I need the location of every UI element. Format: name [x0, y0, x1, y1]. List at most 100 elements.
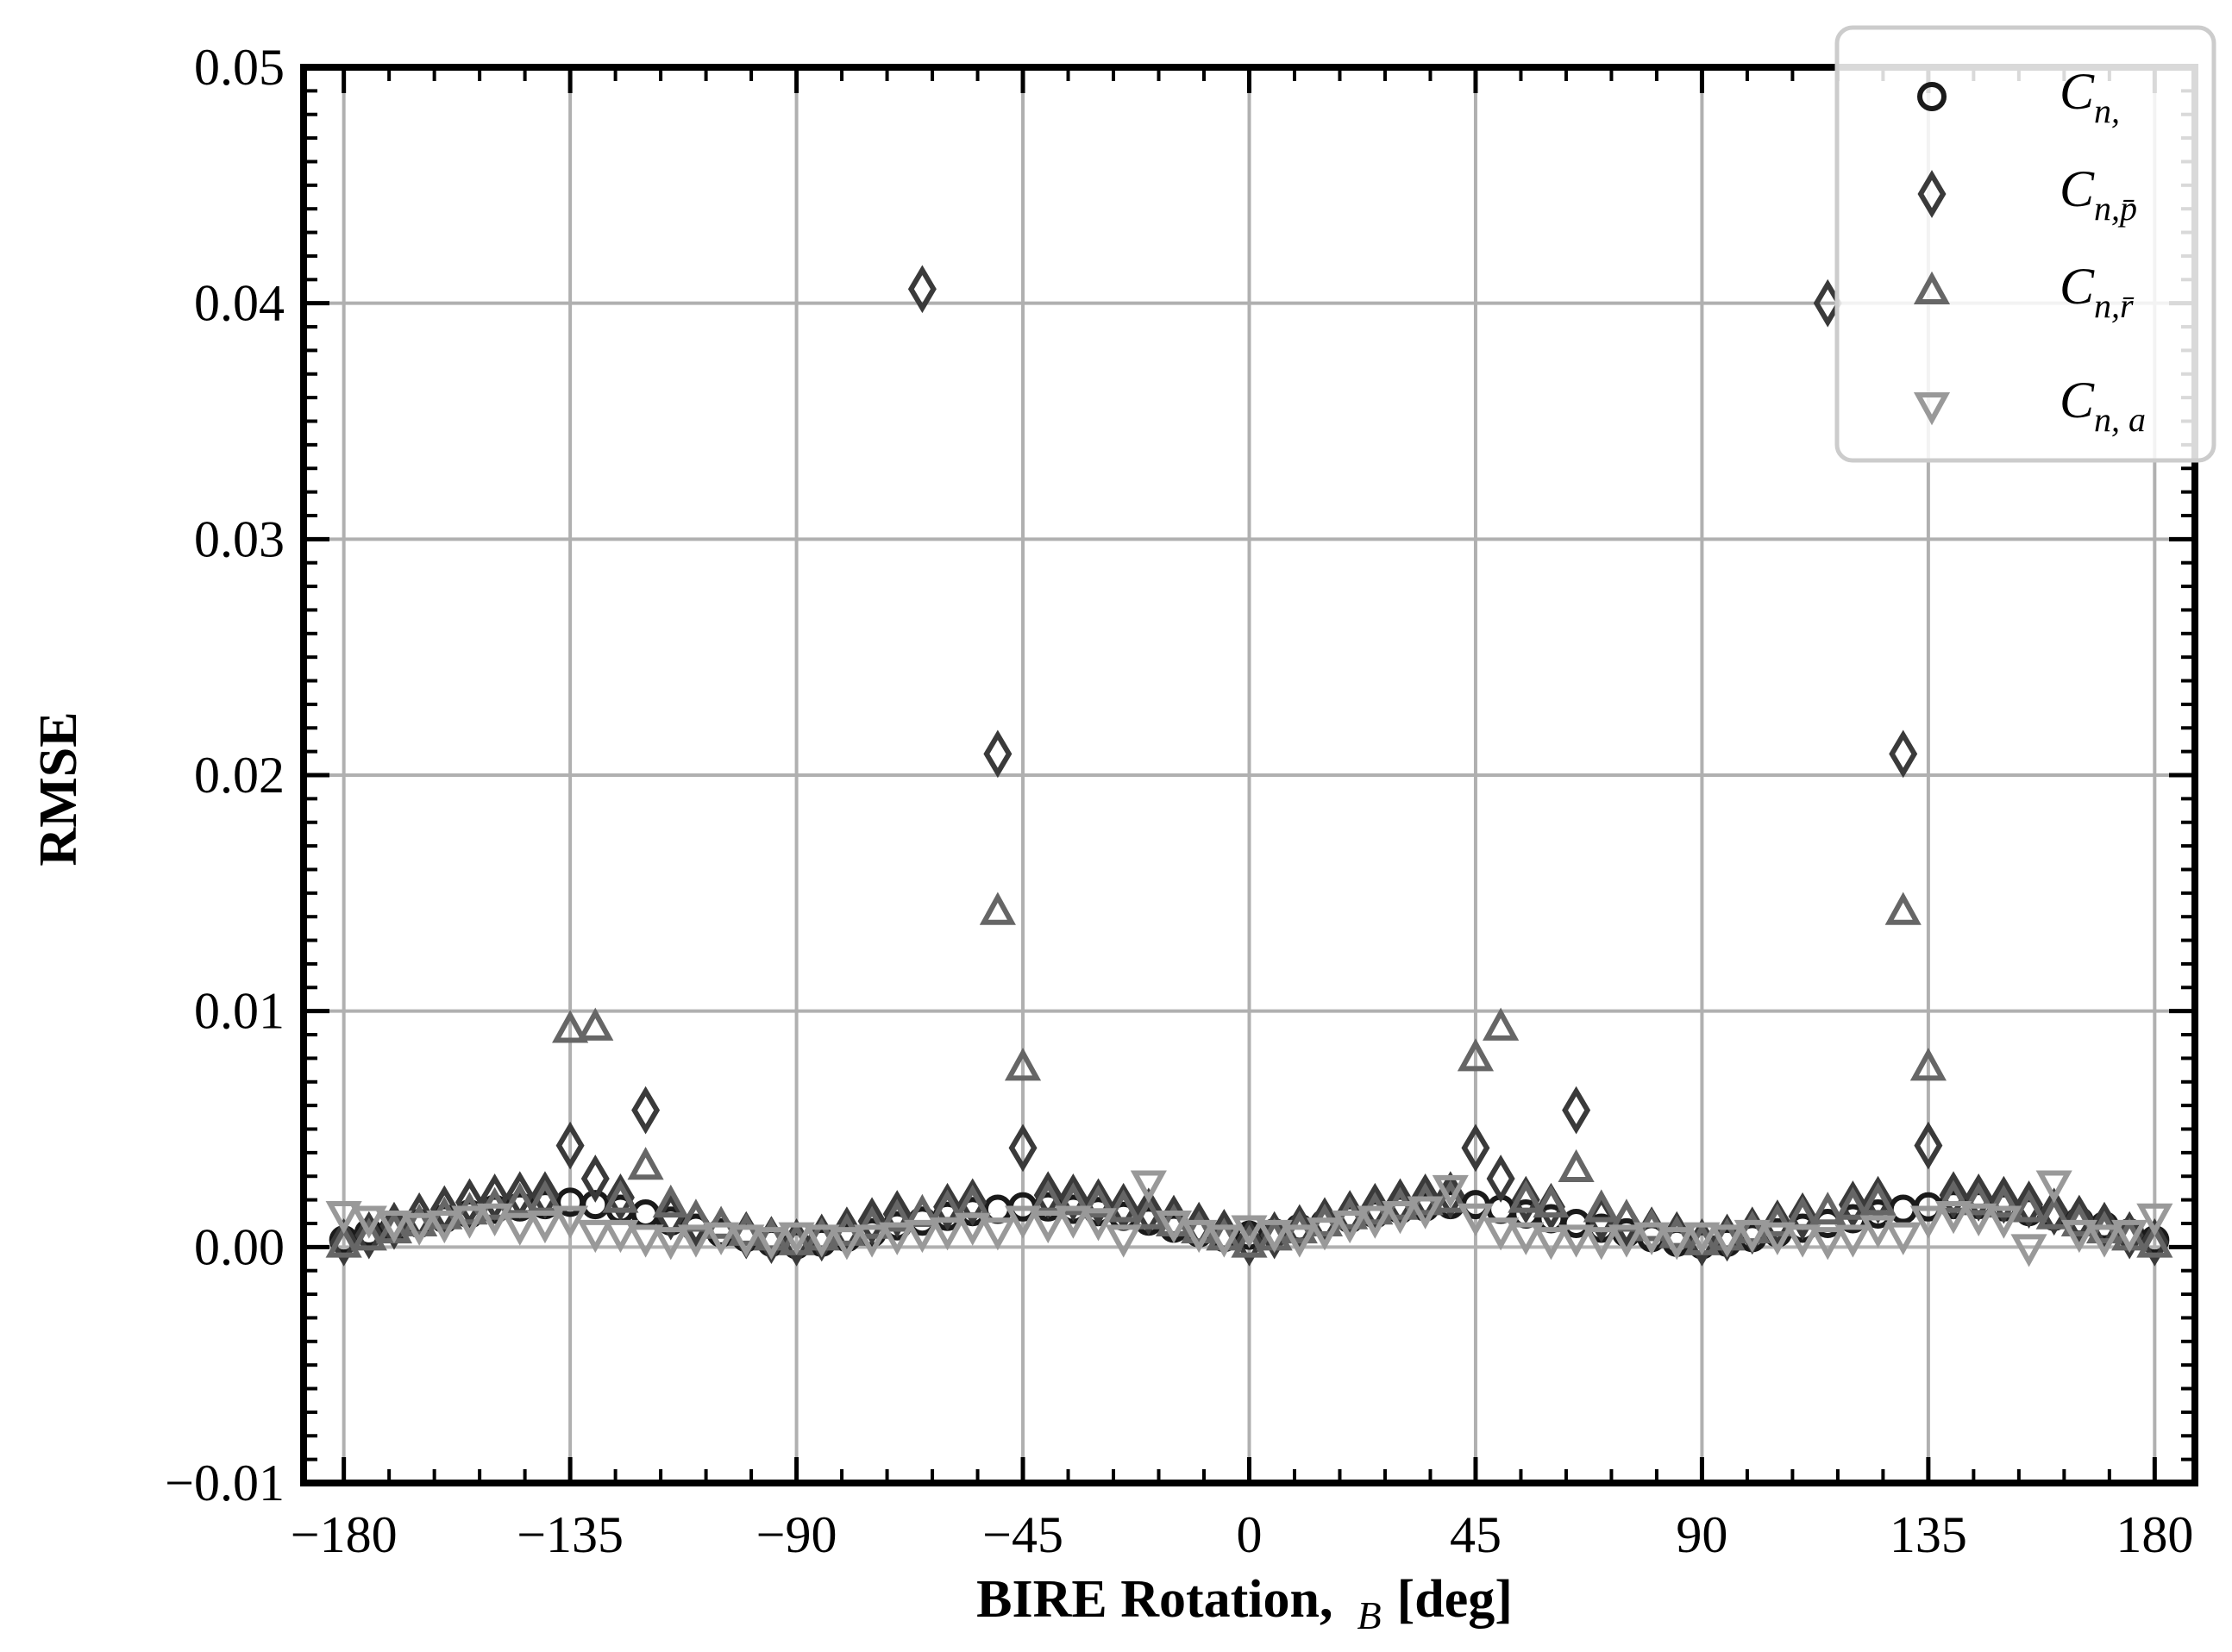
point-triangle-up-62	[1884, 892, 1922, 925]
y-tick-label: 0.02	[194, 747, 285, 804]
legend-marker-triangle-down	[1913, 392, 1951, 426]
point-triangle-down-11	[602, 1219, 639, 1254]
legend-label-triangle-down: Cn, a	[2060, 372, 2146, 439]
point-triangle-up-21	[853, 1205, 891, 1239]
point-triangle-down-12	[627, 1224, 664, 1258]
point-triangle-up-31	[1105, 1189, 1142, 1223]
point-diamond-43	[1411, 1173, 1440, 1222]
point-diamond-0	[329, 1217, 359, 1267]
point-triangle-down-20	[828, 1227, 865, 1261]
point-triangle-down-24	[929, 1217, 966, 1251]
point-triangle-up-12	[627, 1147, 664, 1180]
point-triangle-up-22	[879, 1198, 916, 1232]
point-triangle-up-59	[1809, 1192, 1846, 1225]
point-triangle-down-56	[1734, 1219, 1771, 1254]
point-triangle-up-57	[1759, 1203, 1796, 1236]
point-triangle-up-45	[1457, 1038, 1495, 1072]
point-triangle-down-64	[1934, 1201, 1972, 1235]
point-diamond-63	[1914, 1121, 1943, 1170]
point-triangle-up-17	[753, 1217, 790, 1251]
point-triangle-down-8	[526, 1210, 564, 1244]
point-triangle-up-56	[1734, 1210, 1771, 1244]
point-triangle-down-1	[350, 1205, 387, 1239]
point-triangle-up-68	[2035, 1196, 2072, 1230]
legend-label-triangle-up: Cn,r̄	[2060, 258, 2135, 325]
legend-label-circle: Cn,	[2060, 63, 2120, 130]
point-triangle-down-51	[1608, 1224, 1646, 1258]
point-triangle-down-16	[728, 1224, 765, 1258]
point-triangle-down-2	[375, 1210, 413, 1244]
point-triangle-down-37	[1256, 1219, 1293, 1254]
x-axis-title: BIRE Rotation, B [deg]	[976, 1570, 1513, 1637]
point-triangle-down-13	[652, 1227, 689, 1261]
point-triangle-down-65	[1960, 1203, 1997, 1236]
point-diamond-10	[580, 1155, 610, 1203]
x-tick-label: 90	[1676, 1506, 1727, 1563]
point-triangle-up-16	[728, 1212, 765, 1246]
point-triangle-up-9	[552, 1010, 589, 1043]
point-triangle-down-50	[1583, 1227, 1620, 1261]
point-triangle-down-70	[2085, 1224, 2123, 1258]
point-diamond-69	[2065, 1194, 2094, 1243]
point-triangle-down-29	[1055, 1205, 1092, 1239]
point-triangle-up-49	[1558, 1148, 1595, 1183]
point-triangle-up-25	[954, 1184, 991, 1218]
point-triangle-down-17	[753, 1227, 790, 1261]
point-diamond-49	[1562, 1086, 1591, 1135]
legend-label-diamond: Cn,p̄	[2060, 160, 2137, 228]
legend-marker-triangle-up	[1913, 271, 1951, 304]
point-triangle-up-44	[1432, 1180, 1469, 1213]
point-triangle-up-67	[2010, 1189, 2047, 1223]
point-triangle-up-8	[526, 1180, 564, 1213]
point-triangle-up-3	[401, 1203, 438, 1236]
point-triangle-up-7	[501, 1182, 538, 1216]
point-triangle-down-18	[778, 1222, 815, 1255]
point-triangle-up-11	[602, 1180, 639, 1213]
point-diamond-70	[2090, 1201, 2119, 1250]
axis-ticks: −180 −135 −90 −45 0 45 90 135 180 −0.01 0.00 0.01 0.…	[165, 39, 2195, 1563]
point-triangle-up-60	[1834, 1186, 1871, 1220]
point-triangle-down-10	[577, 1219, 614, 1254]
point-triangle-up-32	[1130, 1196, 1167, 1230]
point-triangle-down-7	[501, 1212, 538, 1246]
point-diamond-62	[1889, 729, 1918, 779]
point-triangle-up-64	[1934, 1180, 1972, 1213]
point-triangle-down-63	[1909, 1205, 1947, 1239]
point-triangle-up-72	[2136, 1224, 2173, 1258]
point-triangle-up-50	[1583, 1189, 1620, 1223]
point-triangle-down-5	[451, 1205, 488, 1239]
point-triangle-down-32	[1130, 1170, 1167, 1204]
point-triangle-down-48	[1533, 1227, 1570, 1261]
point-triangle-down-22	[879, 1222, 916, 1255]
legend-marker-circle	[1917, 82, 1947, 111]
y-tick-label: 0.00	[194, 1218, 285, 1275]
point-triangle-up-66	[1985, 1184, 2022, 1218]
y-tick-label: 0.05	[194, 39, 285, 96]
point-diamond-25	[958, 1178, 987, 1227]
point-triangle-down-4	[426, 1210, 463, 1244]
point-diamond-67	[2015, 1180, 2044, 1229]
x-tick-label: 135	[1890, 1506, 1967, 1563]
point-triangle-down-3	[401, 1212, 438, 1246]
point-triangle-up-61	[1859, 1182, 1897, 1216]
point-diamond-24	[933, 1182, 962, 1231]
point-triangle-down-36	[1231, 1215, 1268, 1248]
point-triangle-down-14	[677, 1224, 715, 1258]
point-triangle-up-53	[1658, 1215, 1696, 1248]
point-diamond-11	[605, 1173, 635, 1222]
point-triangle-up-13	[652, 1184, 689, 1218]
point-diamond-64	[1939, 1171, 1968, 1220]
point-triangle-up-10	[577, 1007, 614, 1041]
point-diamond-66	[1989, 1175, 2018, 1224]
data-series	[325, 265, 2173, 1267]
point-diamond-29	[1058, 1173, 1088, 1222]
x-tick-label: −45	[982, 1506, 1063, 1563]
point-triangle-down-19	[803, 1224, 840, 1258]
point-triangle-up-65	[1960, 1182, 1997, 1216]
point-triangle-down-34	[1181, 1219, 1218, 1254]
point-triangle-down-69	[2060, 1219, 2097, 1254]
point-triangle-down-45	[1457, 1203, 1495, 1236]
y-tick-label: −0.01	[165, 1455, 285, 1511]
x-tick-label: 45	[1450, 1506, 1502, 1563]
